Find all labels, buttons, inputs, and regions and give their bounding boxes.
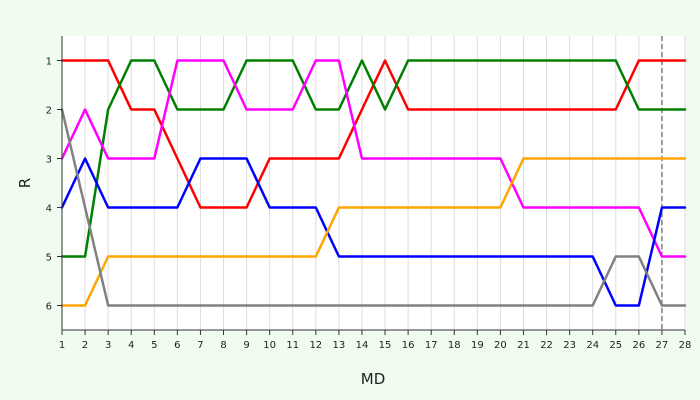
series-line-4 <box>60 157 687 307</box>
y-tick-label-5: 5 <box>46 253 52 264</box>
x-tick-label-3: 3 <box>105 340 111 351</box>
x-tick-label-2: 2 <box>82 340 88 351</box>
x-tick-label-12: 12 <box>309 340 322 351</box>
x-tick-label-8: 8 <box>220 340 226 351</box>
x-tick-label-5: 5 <box>151 340 157 351</box>
x-tick-label-9: 9 <box>243 340 249 351</box>
grid-lines <box>61 36 686 330</box>
x-tick-label-14: 14 <box>356 340 369 351</box>
series-lines <box>60 59 687 307</box>
x-tick-label-15: 15 <box>379 340 392 351</box>
x-tick-label-7: 7 <box>197 340 203 351</box>
y-tick-label-2: 2 <box>46 106 52 117</box>
y-axis-title: R <box>16 178 34 188</box>
x-tick-label-19: 19 <box>471 340 484 351</box>
x-tick-label-1: 1 <box>59 340 65 351</box>
x-tick-label-13: 13 <box>333 340 346 351</box>
x-tick-label-26: 26 <box>632 340 645 351</box>
series-line-6 <box>60 108 687 307</box>
x-axis-title: MD <box>361 370 386 388</box>
x-tick-label-6: 6 <box>174 340 180 351</box>
x-tick-label-10: 10 <box>263 340 276 351</box>
x-tick-label-21: 21 <box>517 340 530 351</box>
x-tick-label-20: 20 <box>494 340 507 351</box>
y-tick-label-3: 3 <box>46 155 52 166</box>
x-tick-label-28: 28 <box>679 340 692 351</box>
x-tick-label-22: 22 <box>540 340 553 351</box>
x-tick-label-25: 25 <box>609 340 622 351</box>
series-line-3 <box>60 59 687 258</box>
series-line-5 <box>60 157 687 307</box>
x-tick-label-16: 16 <box>402 340 415 351</box>
axes: 1 2 3 4 5 6 7 8 9 10 11 12 13 14 15 16 17 18 19 20 21 22 23 24 2… <box>46 36 692 351</box>
y-tick-label-4: 4 <box>46 204 52 215</box>
x-tick-label-24: 24 <box>586 340 599 351</box>
x-tick-label-11: 11 <box>286 340 299 351</box>
y-tick-label-1: 1 <box>46 57 52 68</box>
y-tick-label-6: 6 <box>46 302 52 313</box>
x-tick-label-17: 17 <box>425 340 438 351</box>
x-tick-label-23: 23 <box>563 340 576 351</box>
series-line-2 <box>60 59 687 258</box>
x-tick-label-18: 18 <box>448 340 461 351</box>
x-tick-label-4: 4 <box>128 340 134 351</box>
plot-area <box>62 36 685 330</box>
x-tick-label-27: 27 <box>656 340 669 351</box>
